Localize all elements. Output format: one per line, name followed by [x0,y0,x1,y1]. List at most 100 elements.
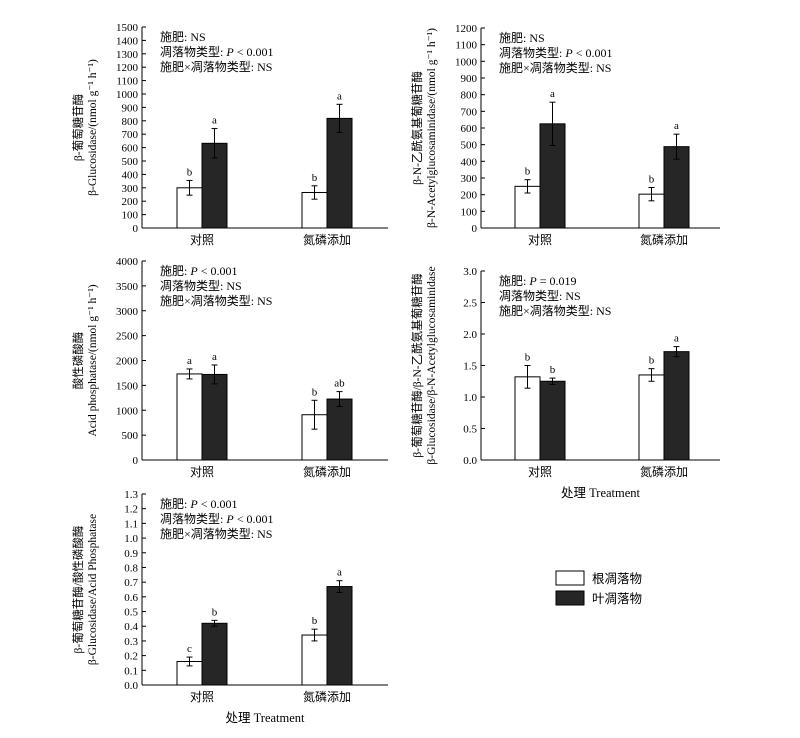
y-tick-label: 500 [461,140,478,152]
stat-p: P [189,497,198,511]
stat-value: < 0.001 [573,46,613,60]
y-tick-label: 1100 [116,76,138,88]
y-tick-label: 1500 [116,380,139,392]
y-tick-label: 0 [133,455,139,467]
stat-line: 凋落物类型: P < 0.001 [160,512,273,526]
y-tick-label: 700 [122,129,139,141]
y-axis-label-en: β-N-Acetylglucosaminidase/(nmol g⁻¹ h⁻¹) [426,28,438,228]
stat-label: 施肥: [499,274,529,288]
y-tick-label: 600 [122,143,139,155]
y-tick-label: 1300 [116,49,139,61]
y-axis-label-cn: 酸性磷酸酶 [71,332,85,390]
y-tick-label: 0.2 [124,651,138,663]
bar-leaf [326,586,353,686]
y-tick-label: 1.3 [124,489,138,501]
y-tick-label: 1100 [455,40,477,52]
x-axis-title: 处理 Treatment [225,711,305,725]
y-tick-label: 3000 [116,306,139,318]
y-axis-label-en: Acid phosphatase/(nmol g⁻¹ h⁻¹) [87,284,99,436]
bar-leaf [201,622,228,686]
significance-letter: b [649,174,655,186]
bar-leaf [539,380,566,461]
stat-label: 施肥: [160,497,190,511]
y-tick-label: 0 [133,223,139,235]
x-category-label: 对照 [528,465,552,479]
bar-leaf [663,351,690,461]
stat-value: NS [565,289,580,303]
stat-value: = 0.019 [537,274,577,288]
y-tick-label: 1.0 [463,392,477,404]
significance-letter: b [649,355,655,367]
stat-line: 施肥: NS [499,31,545,45]
stat-line: 施肥×凋落物类型: NS [160,527,272,541]
stat-line: 施肥: P < 0.001 [160,264,237,278]
significance-letter: b [550,364,556,376]
stat-label: 凋落物类型: [499,289,565,303]
y-tick-label: 100 [461,206,478,218]
y-tick-label: 800 [461,90,478,102]
x-category-label: 氮磷添加 [640,232,688,247]
chart-bgnag: 0.0 0.5 1.0 1.5 2.0 2.5 3.0 对照 氮磷添加 b b b a 施肥: P = 0… [410,266,720,500]
y-tick-label: 500 [122,156,139,168]
y-axis-label-cn: β-葡萄糖苷酶/酸性磷酸酶 [71,526,85,654]
stat-line: 施肥×凋落物类型: NS [499,304,611,318]
stat-value: < 0.001 [234,512,274,526]
stat-label: 施肥×凋落物类型: [499,304,596,318]
y-tick-label: 0 [472,223,478,235]
legend-label-root: 根凋落物 [592,572,642,586]
y-tick-label: 1500 [116,22,139,34]
y-tick-label: 0.8 [124,562,138,574]
chart-bgap: 0.0 0.1 0.2 0.3 0.4 0.5 0.6 0.7 0.8 0.9 1.0 1.1 1.2 1… [71,489,388,725]
x-category-label: 氮磷添加 [640,464,688,479]
bar-leaf [326,398,353,461]
significance-letter: b [312,386,318,398]
y-axis-label-cn: β-葡萄糖苷酶/β-N-乙酰氨基葡糖苷酶 [410,273,424,457]
chart-panels: 0100200300400500600700800900100011001200… [71,22,720,725]
stat-line: 施肥×凋落物类型: NS [160,294,272,308]
legend-label-leaf: 叶凋落物 [592,592,642,606]
stat-p: P [528,274,537,288]
stat-line: 施肥×凋落物类型: NS [499,61,611,75]
y-tick-label: 400 [461,156,478,168]
y-tick-label: 0.0 [463,455,477,467]
y-axis-label-en: β-Glucosidase/(nmol g⁻¹ h⁻¹) [87,59,99,196]
stat-p: P [225,512,234,526]
x-category-label: 对照 [190,233,214,247]
stat-label: 施肥×凋落物类型: [499,61,596,75]
stat-p: P [189,264,198,278]
y-axis-label-en: β-Glucosidase/β-N-Acetylglucosaminidase [426,266,438,464]
stat-line: 凋落物类型: P < 0.001 [499,46,612,60]
significance-letter: a [674,333,679,345]
y-tick-label: 1400 [116,35,139,47]
y-tick-label: 900 [122,102,139,114]
y-tick-label: 1000 [116,89,139,101]
significance-letter: b [525,166,531,178]
significance-letter: a [337,567,342,579]
y-tick-label: 0.5 [463,424,477,436]
stat-value: NS [190,30,205,44]
x-category-label: 对照 [190,690,214,704]
bar-root [638,374,665,461]
stat-value: < 0.001 [234,45,274,59]
bar-root [301,634,328,686]
significance-letter: a [187,355,192,367]
significance-letter: b [525,352,531,364]
y-tick-label: 0.7 [124,577,138,589]
y-tick-label: 1.5 [463,361,477,373]
significance-letter: b [212,606,218,618]
y-tick-label: 0.0 [124,680,138,692]
y-tick-label: 2000 [116,356,139,368]
y-tick-label: 3500 [116,281,139,293]
stat-value: NS [529,31,544,45]
significance-letter: a [674,120,679,132]
y-tick-label: 0.6 [124,592,138,604]
y-tick-label: 3.0 [463,266,477,278]
legend-swatch-leaf [555,590,585,606]
x-category-label: 氮磷添加 [303,689,351,704]
y-tick-label: 100 [122,210,139,222]
stat-label: 凋落物类型: [160,45,226,59]
significance-letter: a [337,90,342,102]
x-category-label: 对照 [190,465,214,479]
